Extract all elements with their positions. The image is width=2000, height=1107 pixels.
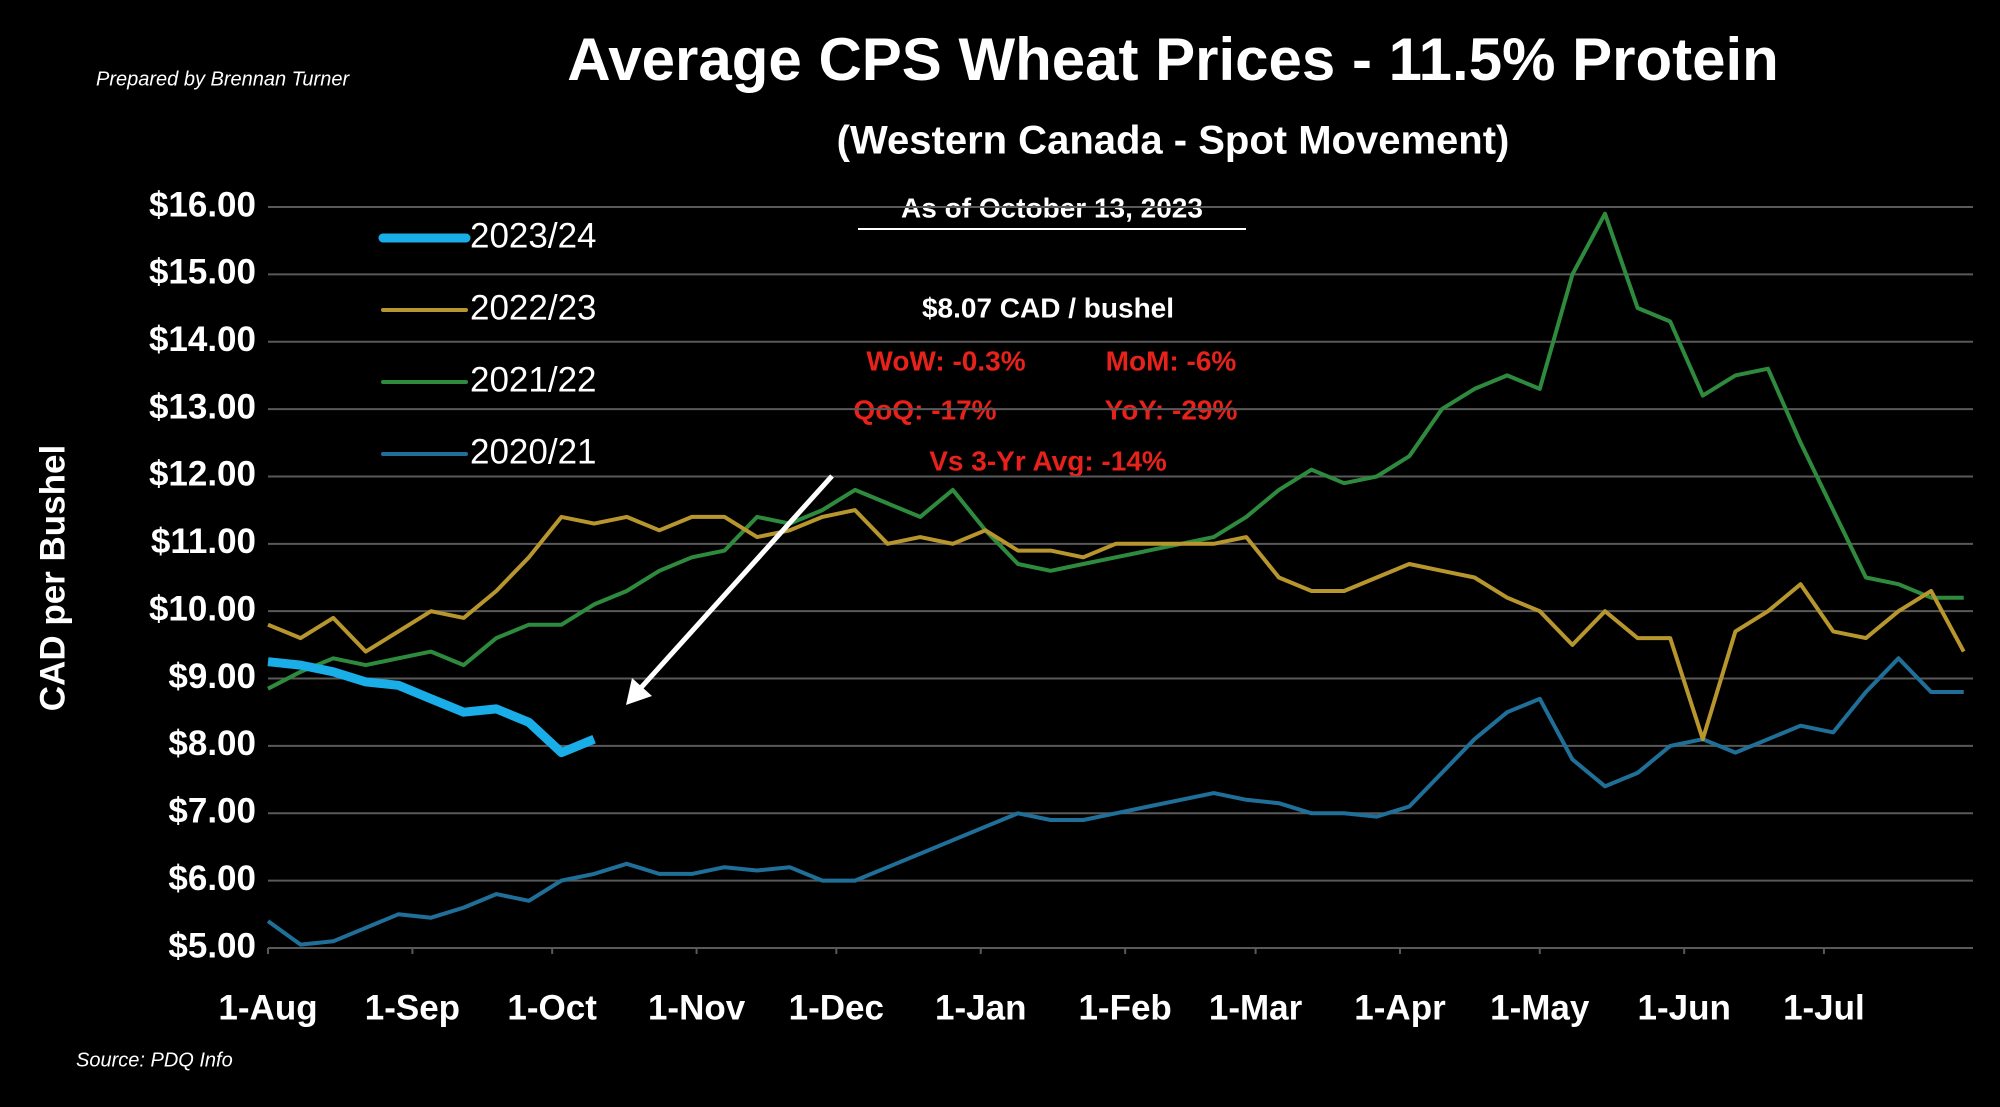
y-tick-label: $10.00 [149,589,256,628]
x-tick-label: 1-Mar [1209,988,1303,1027]
legend-item: 2021/22 [381,360,597,399]
y-axis-label: CAD per Bushel [33,445,72,711]
y-tick-label: $15.00 [149,253,256,292]
y-tick-label: $16.00 [149,185,256,224]
change-note: WoW: -0.3% [866,345,1025,376]
legend-label: 2021/22 [470,360,597,399]
x-tick-label: 1-May [1490,988,1590,1027]
x-tick-label: 1-Dec [789,988,884,1027]
credit: Prepared by Brennan Turner [96,68,350,90]
arrow-shaft [636,474,834,693]
x-tick-label: 1-Aug [218,988,317,1027]
series-line [267,211,1964,691]
x-tick-label: 1-Apr [1354,988,1446,1027]
plot-area: $5.00 $6.00 $7.00 $8.00 $9.00 $10.00 $11.00 $12… [149,185,1973,1027]
legend-item: 2023/24 [378,216,597,255]
arrow [626,474,834,705]
y-tick-label: $6.00 [168,859,256,898]
change-note: Vs 3-Yr Avg: -14% [929,445,1167,476]
y-tick-label: $14.00 [149,320,256,359]
source: Source: PDQ Info [76,1049,233,1071]
change-note: MoM: -6% [1106,345,1237,376]
x-tick-label: 1-Sep [365,988,460,1027]
y-tick-label: $8.00 [168,724,256,763]
y-tick-label: $5.00 [168,926,256,965]
y-tick-label: $12.00 [149,455,256,494]
y-tick-label: $11.00 [151,522,256,561]
x-tick-label: 1-Oct [507,988,597,1027]
y-tick-label: $7.00 [168,792,256,831]
y-tick-label: $9.00 [168,657,256,696]
legend-label: 2023/24 [470,216,597,255]
x-tick-label: 1-Feb [1078,988,1171,1027]
legend-item: 2020/21 [381,432,597,471]
x-tick-label: 1-Jun [1637,988,1730,1027]
price-note: $8.07 CAD / bushel [922,292,1174,323]
chart-title: Average CPS Wheat Prices - 11.5% Protein [567,26,1779,93]
x-tick-label: 1-Jan [935,988,1026,1027]
legend-item: 2022/23 [381,288,597,327]
x-tick-label: 1-Jul [1783,988,1865,1027]
series-line [266,656,1964,947]
legend-label: 2020/21 [470,432,597,471]
arrow-head [626,678,652,705]
chart-subtitle: (Western Canada - Spot Movement) [837,119,1510,163]
legend-label: 2022/23 [470,288,597,327]
x-tick-label: 1-Nov [648,988,746,1027]
series-line [267,657,596,758]
series-line [267,508,1966,742]
y-tick-label: $13.00 [149,387,256,426]
